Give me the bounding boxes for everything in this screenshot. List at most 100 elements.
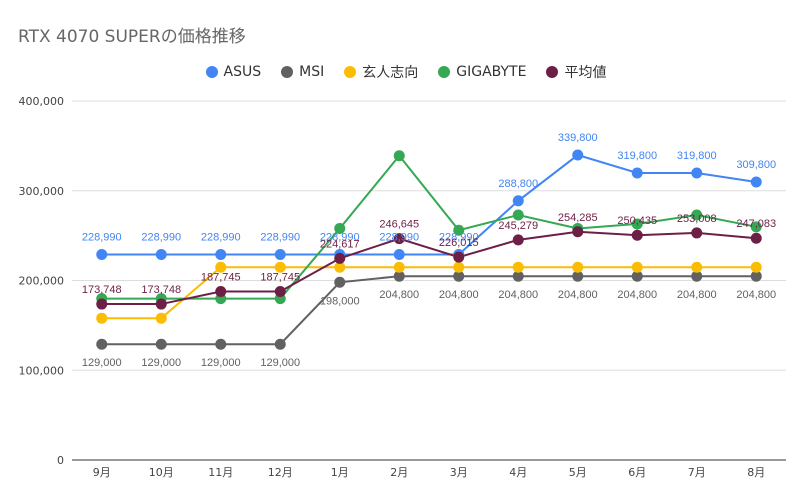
data-point [215, 285, 227, 297]
y-tick-label: 400,000 [19, 95, 65, 108]
data-point [274, 248, 286, 260]
data-label: 224,617 [320, 238, 360, 250]
x-tick-label: 2月 [390, 466, 408, 479]
data-label: 245,279 [498, 220, 538, 232]
data-point [631, 270, 643, 282]
data-label: 228,990 [260, 231, 300, 243]
data-label: 254,285 [558, 212, 598, 224]
legend-swatch [546, 66, 559, 78]
chart-title: RTX 4070 SUPERの価格推移 [18, 27, 246, 47]
legend-swatch [205, 66, 218, 78]
legend-label: GIGABYTE [456, 64, 527, 80]
data-label: 288,800 [498, 178, 538, 190]
data-point [750, 261, 762, 273]
data-point [572, 270, 584, 282]
data-point [631, 229, 643, 241]
y-tick-label: 100,000 [19, 364, 65, 377]
data-label: 309,800 [736, 159, 776, 171]
series-line-3 [101, 154, 757, 300]
data-point [274, 261, 286, 273]
data-point [512, 209, 524, 221]
x-tick-label: 6月 [628, 466, 646, 479]
x-tick-label: 1月 [331, 466, 349, 479]
legend-item-0[interactable]: ASUS [205, 62, 261, 82]
series-line-2 [101, 266, 757, 320]
data-label: 247,083 [736, 218, 776, 230]
x-tick-label: 9月 [93, 466, 111, 479]
x-tick-label: 8月 [747, 466, 765, 479]
data-point [215, 338, 227, 350]
legend-swatch [438, 66, 451, 78]
data-label: 173,748 [82, 284, 122, 296]
data-point [572, 149, 584, 161]
data-point [334, 252, 346, 264]
data-point [96, 338, 108, 350]
data-point [393, 248, 405, 260]
x-tick-label: 12月 [268, 466, 293, 479]
legend-item-2[interactable]: 玄人志向 [344, 62, 418, 82]
y-tick-label: 200,000 [19, 275, 65, 288]
x-tick-label: 5月 [569, 466, 587, 479]
data-label: 204,800 [439, 289, 479, 301]
data-label: 187,745 [260, 271, 300, 283]
data-label: 228,990 [201, 231, 241, 243]
data-point [393, 270, 405, 282]
y-tick-label: 0 [57, 454, 64, 467]
legend-label: MSI [299, 64, 325, 80]
data-label: 204,800 [677, 289, 717, 301]
data-point [453, 261, 465, 273]
data-label: 228,990 [320, 231, 360, 243]
data-point [750, 232, 762, 244]
data-point [631, 261, 643, 273]
data-point [393, 233, 405, 245]
data-label: 250,435 [617, 215, 657, 227]
series-line-4 [101, 230, 757, 306]
data-point [691, 167, 703, 179]
data-point [512, 195, 524, 207]
x-tick-label: 4月 [509, 466, 527, 479]
legend-swatch [344, 66, 357, 78]
data-point [274, 285, 286, 297]
data-point [512, 234, 524, 246]
data-point [512, 270, 524, 282]
data-label: 204,800 [379, 289, 419, 301]
data-point [215, 248, 227, 260]
legend-item-3[interactable]: GIGABYTE [438, 62, 526, 82]
data-point [96, 312, 108, 324]
data-label: 129,000 [260, 357, 300, 369]
data-label: 228,990 [141, 231, 181, 243]
data-point [215, 261, 227, 273]
data-label: 246,645 [379, 219, 419, 231]
data-label: 319,800 [677, 150, 717, 162]
legend-item-4[interactable]: 平均値 [546, 62, 606, 82]
data-point [691, 227, 703, 239]
series-line-0 [101, 153, 757, 256]
data-point [691, 261, 703, 273]
data-point [691, 209, 703, 221]
data-point [631, 167, 643, 179]
data-label: 187,745 [201, 271, 241, 283]
x-tick-label: 11月 [208, 466, 233, 479]
data-point [96, 298, 108, 310]
legend-item-1[interactable]: MSI [281, 62, 324, 82]
legend-label: 玄人志向 [362, 65, 419, 81]
data-point [96, 248, 108, 260]
data-label: 226,015 [439, 237, 479, 249]
data-label: 339,800 [558, 132, 598, 144]
data-point [750, 270, 762, 282]
data-point [155, 248, 167, 260]
data-point [631, 218, 643, 230]
data-point [453, 270, 465, 282]
legend-label: 平均値 [564, 65, 607, 81]
data-point [572, 226, 584, 238]
data-label: 204,800 [498, 289, 538, 301]
data-label: 204,800 [558, 289, 598, 301]
data-point [453, 224, 465, 236]
data-point [750, 221, 762, 233]
data-label: 228,990 [82, 231, 122, 243]
data-label: 129,000 [201, 357, 241, 369]
data-point [155, 338, 167, 350]
data-label: 204,800 [617, 289, 657, 301]
